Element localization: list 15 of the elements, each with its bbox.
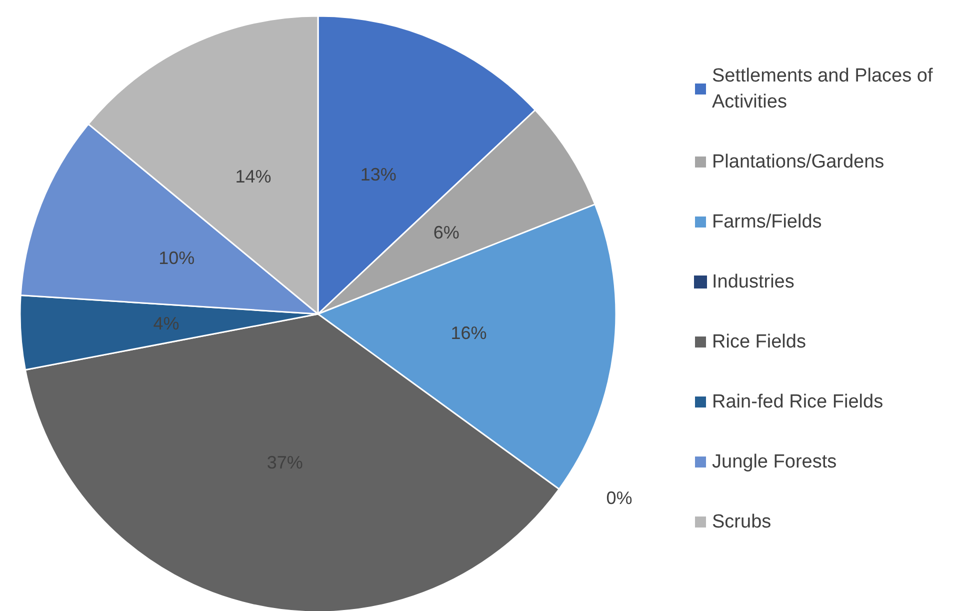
legend-label: Scrubs [712,512,772,532]
data-label: 10% [158,248,195,268]
legend-label: Farms/Fields [712,212,822,232]
legend-label: Settlements and Places of Activities [712,66,938,112]
data-label: 16% [450,323,487,344]
legend-label: Plantations/Gardens [712,152,884,172]
legend-label: Rice Fields [712,332,806,352]
legend-label: Jungle Forests [712,452,837,472]
legend-label: Rain-fed Rice Fields [712,392,884,412]
text: 0% [606,488,632,508]
data-label: 14% [235,166,272,186]
legend-label: Industries [712,272,794,292]
data-label: 13% [360,164,396,184]
data-label: 4% [153,314,180,334]
data-label: 6% [433,222,460,243]
